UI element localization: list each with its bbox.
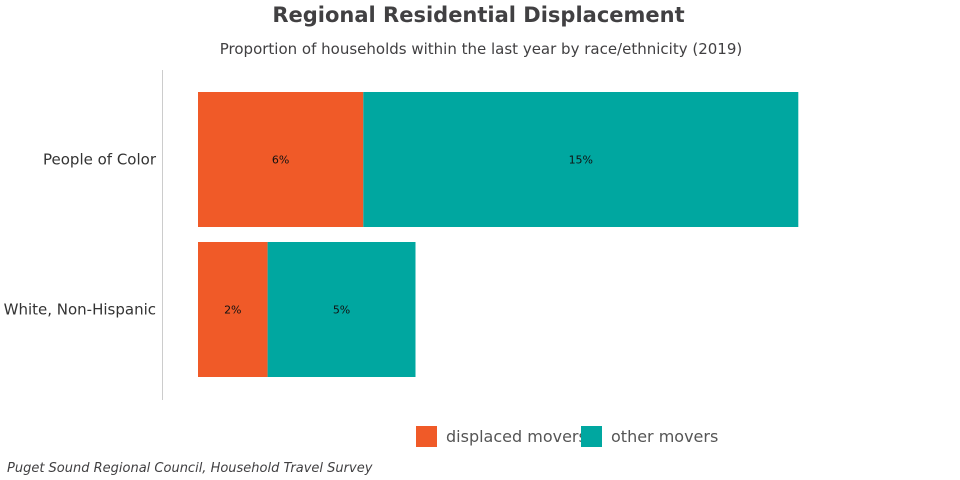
legend-item-other-movers[interactable]: other movers — [581, 426, 721, 448]
bar-other-movers-white-non-hispanic[interactable] — [267, 242, 416, 377]
category-label-white-non-hispanic: White, Non-Hispanic — [4, 301, 156, 319]
bar-displaced-movers-white-non-hispanic[interactable] — [198, 242, 268, 377]
data-label-displaced-movers-people-of-color: 6% — [272, 154, 289, 167]
legend-swatch-other-movers — [581, 426, 602, 447]
legend-item-displaced-movers[interactable]: displaced movers — [416, 426, 587, 448]
bar-other-movers-people-of-color[interactable] — [363, 92, 799, 227]
bar-displaced-movers-people-of-color[interactable] — [198, 92, 364, 227]
category-labels: People of Color White, Non-Hispanic — [4, 151, 157, 319]
data-label-displaced-movers-white-non-hispanic: 2% — [224, 304, 241, 317]
legend-label-displaced-movers: displaced movers — [446, 427, 587, 446]
data-label-other-movers-people-of-color: 15% — [569, 154, 593, 167]
data-label-other-movers-white-non-hispanic: 5% — [333, 304, 350, 317]
source-note: Puget Sound Regional Council, Household … — [7, 461, 373, 476]
category-label-people-of-color: People of Color — [43, 151, 157, 169]
bars — [198, 92, 799, 377]
data-labels: 6% 15% 2% 5% — [224, 154, 593, 317]
chart-subtitle: Proportion of households within the last… — [219, 40, 743, 58]
legend-label-other-movers: other movers — [611, 427, 719, 446]
legend-swatch-displaced-movers — [416, 426, 437, 447]
chart-title: Regional Residential Displacement — [272, 3, 685, 27]
bar-chart-plot: People of Color White, Non-Hispanic 6% 15%… — [4, 70, 799, 400]
